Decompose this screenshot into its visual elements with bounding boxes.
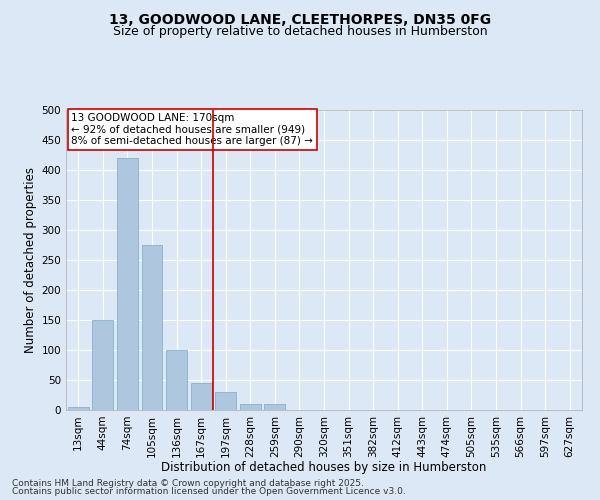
Bar — [265, 404, 286, 410]
Bar — [92, 320, 113, 410]
Bar — [166, 350, 187, 410]
X-axis label: Distribution of detached houses by size in Humberston: Distribution of detached houses by size … — [161, 461, 487, 474]
Bar — [240, 404, 261, 410]
Text: Size of property relative to detached houses in Humberston: Size of property relative to detached ho… — [113, 25, 487, 38]
Text: Contains HM Land Registry data © Crown copyright and database right 2025.: Contains HM Land Registry data © Crown c… — [12, 478, 364, 488]
Bar — [191, 383, 212, 410]
Bar — [142, 245, 163, 410]
Y-axis label: Number of detached properties: Number of detached properties — [24, 167, 37, 353]
Text: Contains public sector information licensed under the Open Government Licence v3: Contains public sector information licen… — [12, 487, 406, 496]
Bar — [215, 392, 236, 410]
Text: 13, GOODWOOD LANE, CLEETHORPES, DN35 0FG: 13, GOODWOOD LANE, CLEETHORPES, DN35 0FG — [109, 12, 491, 26]
Bar — [68, 407, 89, 410]
Bar — [117, 158, 138, 410]
Text: 13 GOODWOOD LANE: 170sqm
← 92% of detached houses are smaller (949)
8% of semi-d: 13 GOODWOOD LANE: 170sqm ← 92% of detach… — [71, 113, 313, 146]
